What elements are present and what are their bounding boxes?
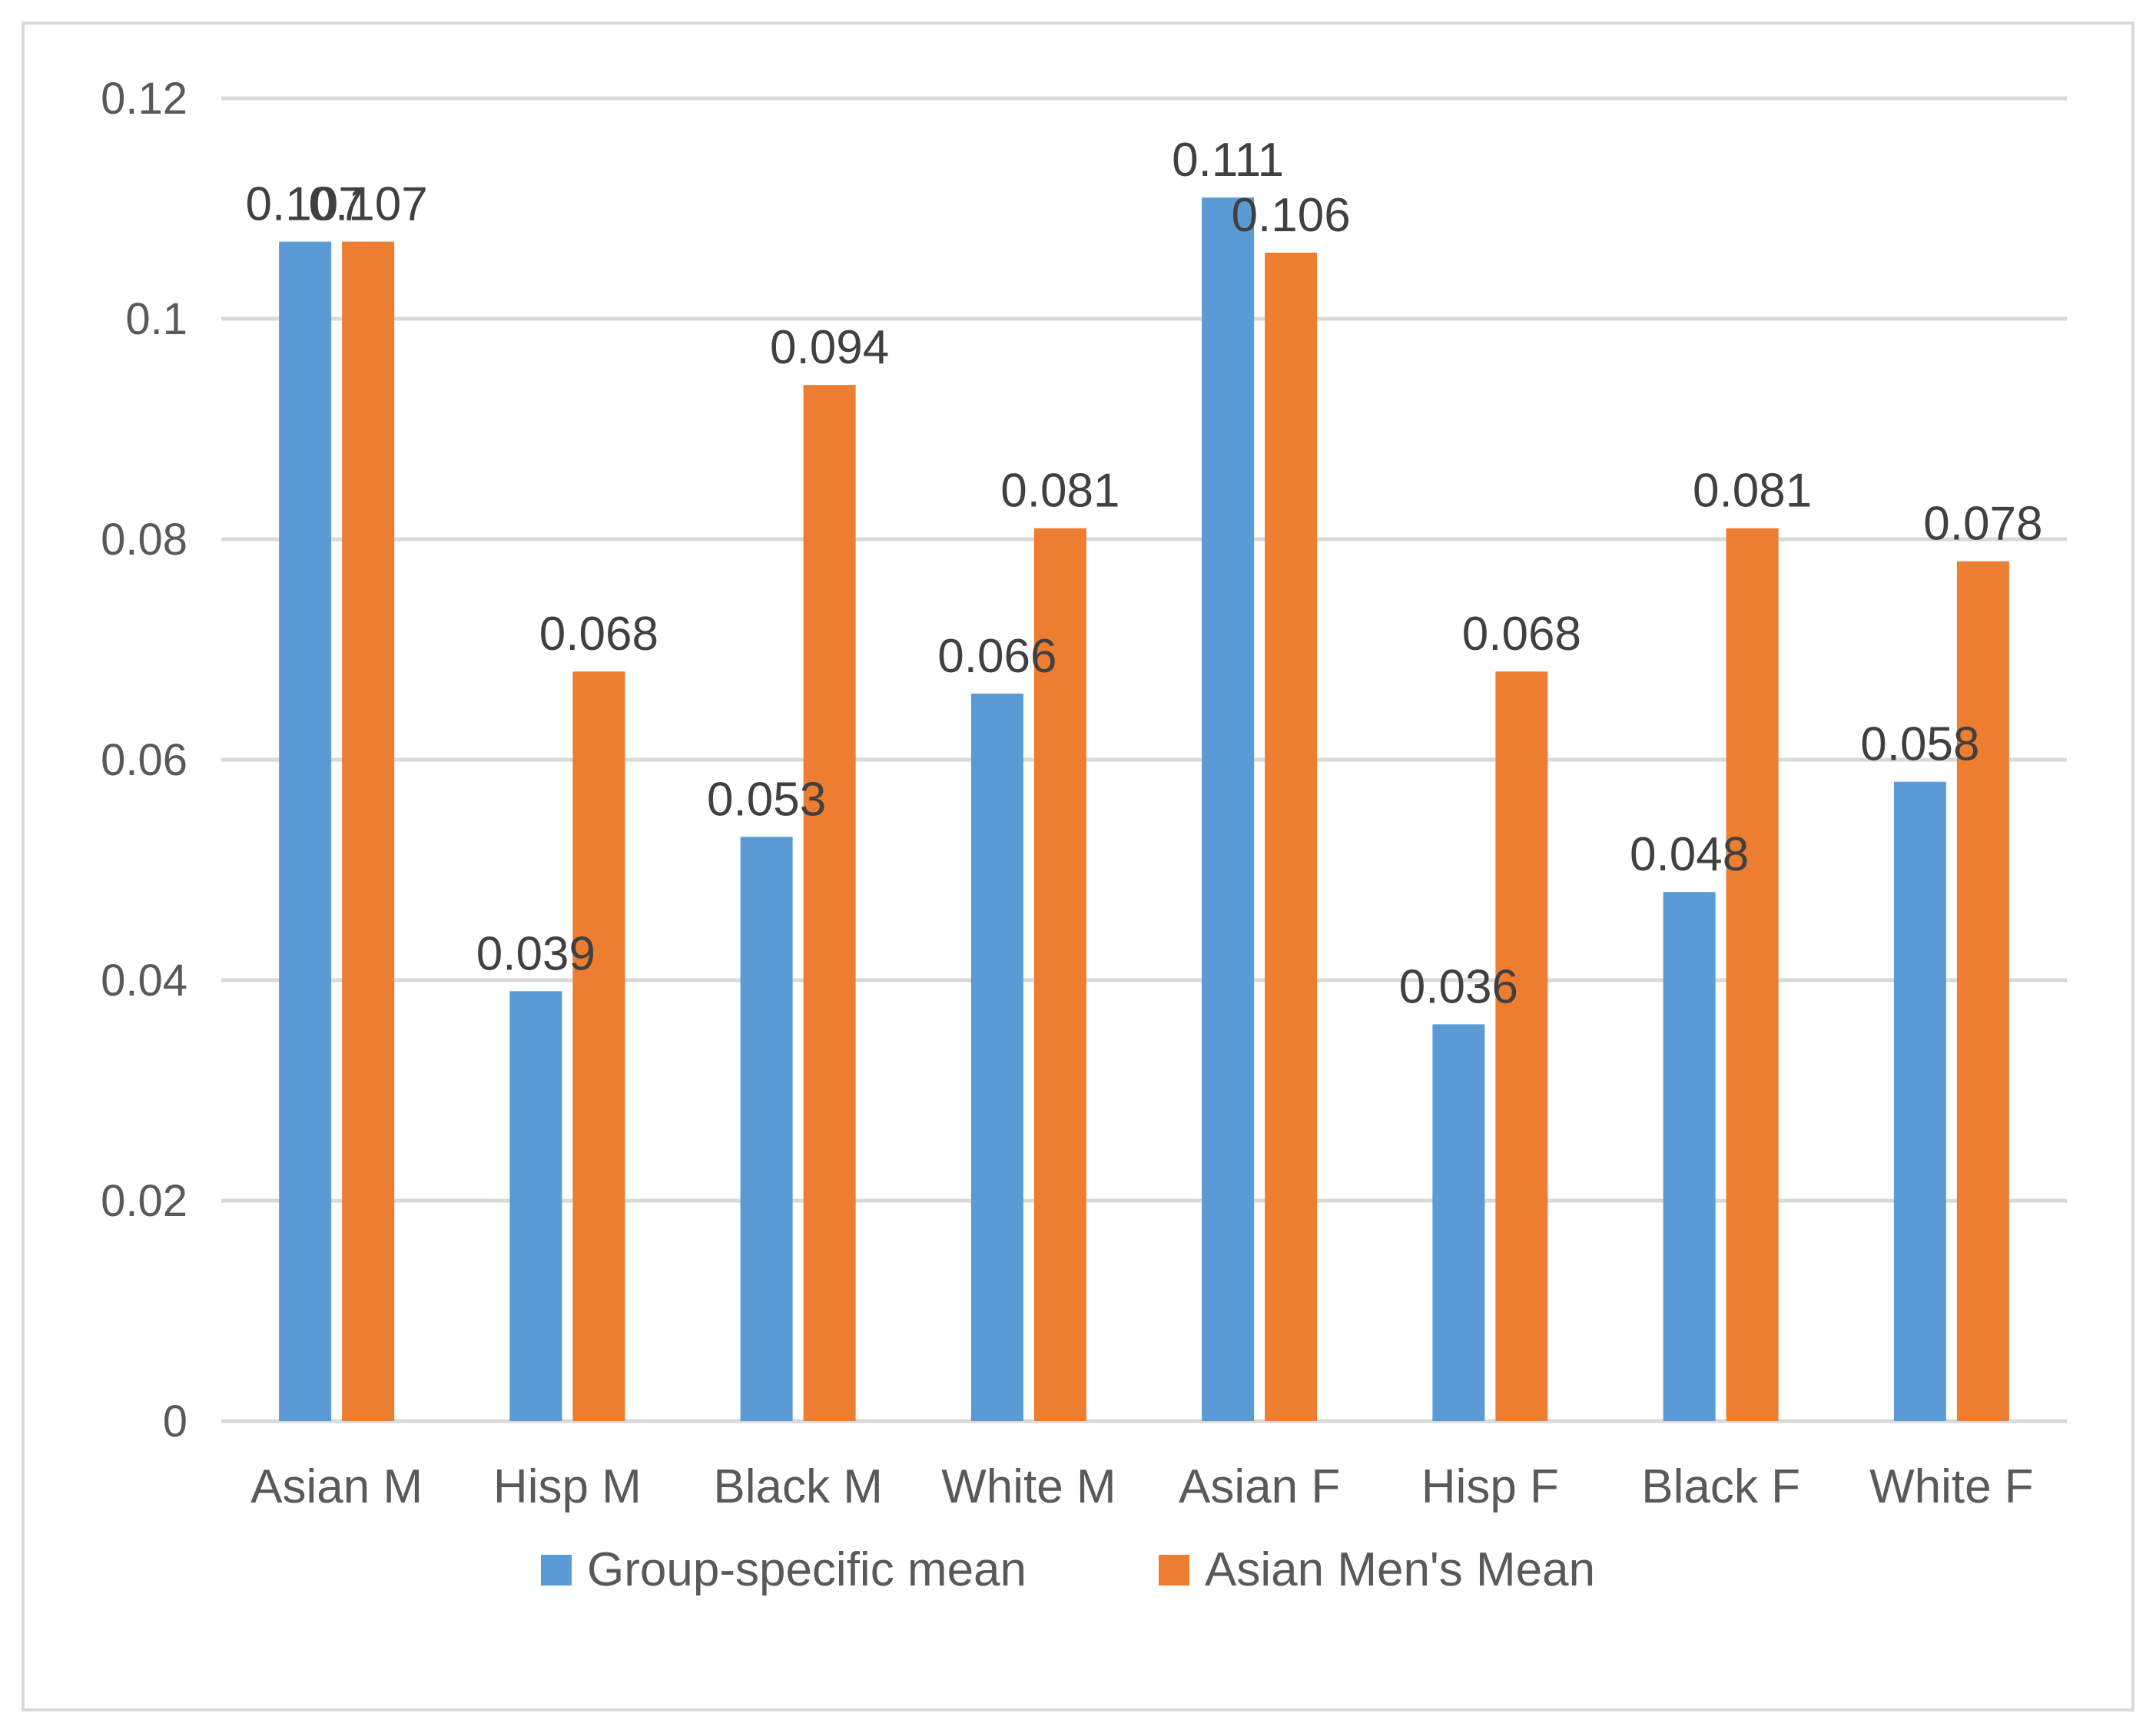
x-tick-label: Black M xyxy=(713,1460,882,1513)
y-tick-label: 0.04 xyxy=(101,956,187,1006)
x-axis-categories: Asian M Hisp M Black M White M Asian F Hisp F… xyxy=(250,1460,2034,1513)
data-label: 0.068 xyxy=(539,608,658,661)
data-label: 0.058 xyxy=(1860,718,1979,771)
data-label: 0.094 xyxy=(770,321,889,374)
data-label: 0.068 xyxy=(1462,608,1581,661)
data-label: 0.107 xyxy=(309,178,428,231)
bar xyxy=(1202,197,1255,1421)
bar xyxy=(803,385,856,1422)
bar xyxy=(1265,252,1318,1421)
x-tick-label: Asian F xyxy=(1179,1460,1340,1513)
data-label: 0.036 xyxy=(1399,960,1518,1013)
bar xyxy=(572,671,625,1421)
bar xyxy=(1726,528,1779,1421)
bar xyxy=(1663,892,1716,1421)
data-label: 0.107 xyxy=(246,178,365,231)
data-label: 0.048 xyxy=(1630,828,1749,881)
gridlines xyxy=(221,96,2067,1423)
bar xyxy=(342,241,395,1421)
y-tick-label: 0.08 xyxy=(101,515,187,565)
bar xyxy=(1495,671,1548,1421)
bar xyxy=(1432,1024,1485,1421)
chart-frame: 0 0.02 0.04 0.06 0.08 0.1 0.12 0.107 0.107 0.039… xyxy=(22,22,2134,1711)
y-tick-label: 0.06 xyxy=(101,735,187,785)
x-tick-label: Hisp M xyxy=(493,1460,642,1513)
y-axis-ticks: 0 0.02 0.04 0.06 0.08 0.1 0.12 xyxy=(101,74,187,1446)
bar xyxy=(740,837,793,1421)
bars xyxy=(279,197,2009,1422)
x-tick-label: Asian M xyxy=(250,1460,423,1513)
legend-swatch xyxy=(541,1555,572,1586)
data-label: 0.111 xyxy=(1172,134,1284,187)
data-label: 0.066 xyxy=(937,630,1056,683)
bar xyxy=(1033,528,1086,1421)
x-tick-label: White M xyxy=(941,1460,1116,1513)
bar xyxy=(970,693,1023,1421)
x-tick-label: Hisp F xyxy=(1421,1460,1559,1513)
data-label: 0.081 xyxy=(1000,465,1119,518)
data-label: 0.081 xyxy=(1693,465,1812,518)
data-label: 0.078 xyxy=(1923,498,2042,551)
x-tick-label: Black F xyxy=(1641,1460,1800,1513)
y-tick-label: 0 xyxy=(163,1397,187,1446)
data-label: 0.106 xyxy=(1232,189,1351,242)
y-tick-label: 0.12 xyxy=(101,74,187,124)
legend-label: Asian Men's Mean xyxy=(1205,1543,1595,1596)
y-tick-label: 0.1 xyxy=(125,294,187,344)
legend-swatch xyxy=(1159,1555,1189,1586)
bar xyxy=(1956,561,2009,1422)
y-tick-label: 0.02 xyxy=(101,1176,187,1226)
bar xyxy=(509,991,562,1421)
x-tick-label: White F xyxy=(1869,1460,2034,1513)
bar xyxy=(1893,781,1946,1421)
data-label: 0.053 xyxy=(707,773,826,826)
bar xyxy=(279,241,332,1421)
legend: Group-specific mean Asian Men's Mean xyxy=(541,1543,1595,1596)
legend-label: Group-specific mean xyxy=(587,1543,1027,1596)
data-label: 0.039 xyxy=(476,927,595,980)
